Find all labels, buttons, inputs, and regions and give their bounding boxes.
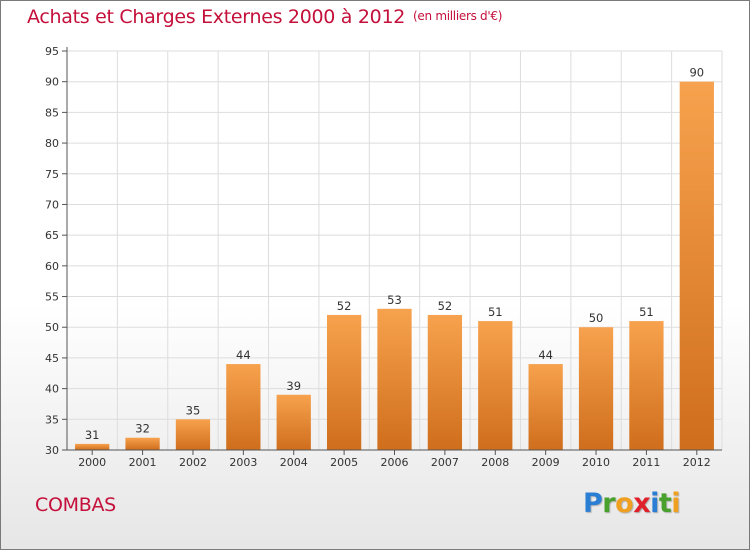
y-tick-label: 50 (45, 321, 59, 334)
x-tick-label: 2008 (481, 456, 509, 469)
bar (75, 443, 110, 450)
bar (377, 308, 412, 450)
bar-value-label: 31 (85, 428, 100, 442)
y-tick-label: 80 (45, 137, 59, 150)
bar (226, 364, 261, 450)
bar-value-label: 51 (488, 305, 503, 319)
bars: 31 32 35 44 39 52 53 52 51 44 50 51 90 (75, 66, 714, 450)
logo-letter: r (602, 488, 616, 519)
x-tick-label: 2011 (632, 456, 660, 469)
bar-value-label: 50 (589, 311, 604, 325)
y-tick-label: 40 (45, 383, 59, 396)
bar-value-label: 52 (438, 299, 453, 313)
x-tick-label: 2006 (381, 456, 409, 469)
x-tick-label: 2007 (431, 456, 459, 469)
bar (276, 394, 311, 450)
bar (478, 321, 513, 450)
bar-value-label: 90 (689, 66, 704, 80)
x-tick-label: 2001 (129, 456, 157, 469)
y-tick-label: 35 (45, 413, 59, 426)
bar (528, 364, 563, 450)
axes: 30 35 40 45 50 55 60 65 70 75 80 85 90 95 2000 2001 2002… (45, 45, 722, 469)
y-tick-label: 45 (45, 352, 59, 365)
bar-value-label: 32 (135, 422, 150, 436)
chart-title: Achats et Charges Externes 2000 à 2012 (e… (27, 6, 502, 28)
bar-value-label: 35 (186, 403, 201, 417)
logo-letter: i (671, 488, 681, 519)
x-tick-label: 2003 (229, 456, 257, 469)
x-tick-label: 2012 (683, 456, 711, 469)
x-tick-label: 2000 (78, 456, 106, 469)
logo-letter: o (615, 488, 634, 519)
logo-letter: t (658, 488, 672, 519)
x-tick-label: 2005 (330, 456, 358, 469)
x-tick-label: 2009 (532, 456, 560, 469)
bar (679, 81, 714, 450)
x-tick-label: 2002 (179, 456, 207, 469)
proxiti-logo: Proxiti (583, 488, 681, 519)
y-tick-label: 30 (45, 444, 59, 457)
bar (629, 321, 664, 450)
title-text: Achats et Charges Externes 2000 à 2012 (27, 6, 406, 28)
bar-value-label: 39 (286, 379, 301, 393)
y-tick-label: 85 (45, 106, 59, 119)
logo-letter: P (583, 488, 603, 519)
bar-value-label: 52 (337, 299, 352, 313)
bar (175, 419, 211, 450)
bar-value-label: 53 (387, 293, 402, 307)
y-tick-label: 90 (45, 76, 59, 89)
y-tick-label: 95 (45, 45, 59, 58)
x-tick-label: 2010 (582, 456, 610, 469)
bar-value-label: 44 (538, 348, 553, 362)
bar (427, 314, 463, 450)
logo-letter: i (650, 488, 659, 519)
chart-subtitle: (en milliers d'€) (413, 9, 503, 23)
bar-value-label: 44 (236, 348, 251, 362)
x-tick-label: 2004 (280, 456, 308, 469)
bar (326, 314, 362, 450)
bar (125, 437, 160, 450)
logo-letter: x (633, 488, 651, 519)
bar (578, 327, 614, 450)
y-tick-label: 60 (45, 260, 59, 273)
bar-value-label: 51 (639, 305, 654, 319)
y-tick-label: 55 (45, 291, 59, 304)
y-tick-label: 70 (45, 198, 59, 211)
y-tick-label: 75 (45, 168, 59, 181)
city-name: COMBAS (35, 494, 116, 516)
y-tick-label: 65 (45, 229, 59, 242)
